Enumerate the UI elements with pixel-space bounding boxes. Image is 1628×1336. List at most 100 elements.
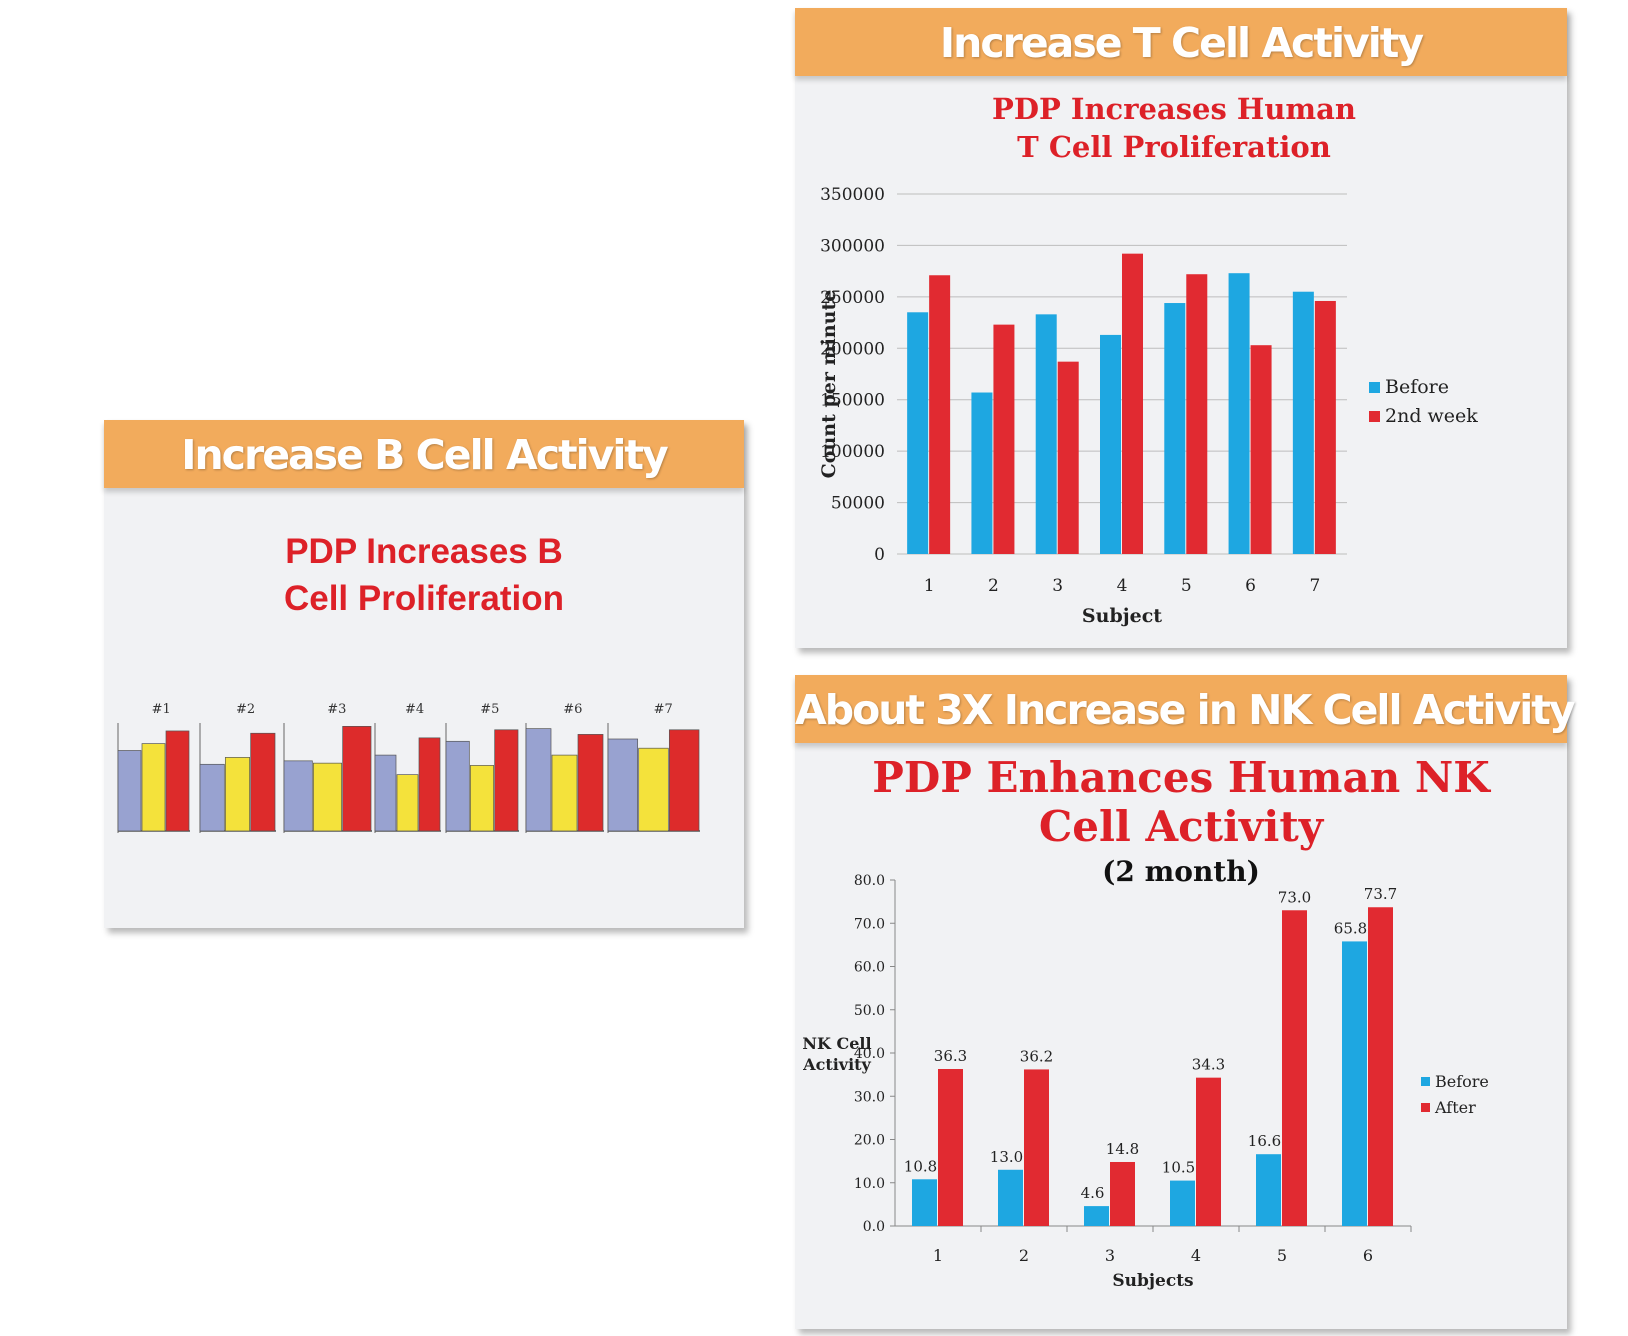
t-cell-y-tick-label: 0 <box>874 545 885 565</box>
nk-cell-data-label: 34.3 <box>1192 1056 1225 1074</box>
nk-cell-chart-title-line2: Cell Activity <box>1038 802 1324 851</box>
nk-cell-bar <box>1110 1161 1135 1226</box>
nk-cell-data-label: 10.5 <box>1162 1159 1195 1177</box>
b-cell-group-label: #1 <box>152 702 171 717</box>
nk-cell-bar <box>1368 907 1393 1226</box>
t-cell-bar <box>907 312 929 554</box>
nk-cell-y-tick-label: 60.0 <box>854 960 885 976</box>
nk-cell-x-tick-label: 2 <box>1019 1246 1029 1265</box>
t-cell-legend-label: 2nd week <box>1385 405 1478 427</box>
b-cell-bar <box>283 760 313 832</box>
nk-cell-bar <box>1084 1206 1109 1226</box>
t-cell-y-tick-label: 150000 <box>820 391 885 411</box>
b-cell-bar <box>445 740 470 832</box>
b-cell-group-label: #3 <box>327 702 346 717</box>
t-cell-bar <box>929 275 951 554</box>
nk-cell-bar <box>938 1069 963 1226</box>
nk-cell-data-label: 13.0 <box>990 1148 1023 1166</box>
nk-cell-legend-swatch <box>1421 1077 1430 1086</box>
nk-cell-bar <box>1342 941 1367 1226</box>
t-cell-y-tick-label: 200000 <box>820 339 885 359</box>
nk-cell-chart-subtitle: (2 month) <box>1102 855 1260 888</box>
nk-cell-x-axis-label: Subjects <box>1112 1271 1193 1291</box>
b-cell-bar <box>577 734 604 832</box>
b-cell-bar <box>141 743 166 832</box>
t-cell-x-tick-label: 1 <box>924 576 935 596</box>
nk-cell-x-tick-label: 5 <box>1277 1246 1287 1265</box>
t-cell-x-axis-label: Subject <box>1082 605 1162 627</box>
nk-cell-y-tick-label: 0.0 <box>863 1219 885 1235</box>
b-cell-group-label: #7 <box>654 702 673 717</box>
b-cell-bar <box>165 730 190 832</box>
b-cell-bar <box>374 754 397 832</box>
b-cell-group-label: #4 <box>405 702 424 717</box>
nk-cell-banner: About 3X Increase in NK Cell Activity <box>795 675 1576 743</box>
nk-cell-data-label: 73.0 <box>1278 888 1311 906</box>
b-cell-bar <box>607 738 639 832</box>
t-cell-chart-title-line1: PDP Increases Human <box>992 92 1356 126</box>
nk-cell-legend-label: Before <box>1435 1072 1489 1091</box>
b-cell-bar <box>224 757 251 832</box>
t-cell-bar <box>1164 303 1186 554</box>
nk-cell-chart-title-line1: PDP Enhances Human NK <box>872 753 1490 802</box>
nk-cell-bar <box>912 1179 937 1226</box>
nk-cell-y-tick-label: 80.0 <box>854 873 885 889</box>
b-cell-bar <box>551 754 578 832</box>
nk-cell-bar <box>998 1169 1023 1226</box>
t-cell-legend-swatch <box>1369 382 1380 393</box>
b-cell-bar <box>396 774 419 832</box>
b-cell-bar <box>668 729 700 832</box>
t-cell-panel: Increase T Cell Activity PDP Increases H… <box>795 8 1567 648</box>
b-cell-bar <box>638 747 669 832</box>
t-cell-banner: Increase T Cell Activity <box>795 8 1567 76</box>
b-cell-bar <box>250 732 276 832</box>
t-cell-bar <box>1292 291 1314 554</box>
t-cell-x-tick-label: 4 <box>1117 576 1128 596</box>
nk-cell-x-tick-label: 4 <box>1191 1246 1201 1265</box>
t-cell-bar <box>1035 314 1057 554</box>
nk-cell-data-label: 65.8 <box>1334 919 1367 937</box>
b-cell-bar <box>199 763 225 832</box>
t-cell-bar <box>1228 273 1250 554</box>
nk-cell-y-tick-label: 10.0 <box>854 1176 885 1192</box>
b-cell-bar <box>418 737 441 832</box>
t-cell-y-tick-label: 100000 <box>820 442 885 462</box>
nk-cell-y-tick-label: 40.0 <box>854 1046 885 1062</box>
t-cell-bar <box>993 324 1015 554</box>
t-cell-bar <box>1057 361 1079 554</box>
nk-cell-y-tick-label: 20.0 <box>854 1133 885 1149</box>
b-cell-group-label: #5 <box>480 702 499 717</box>
t-cell-x-tick-label: 7 <box>1309 576 1320 596</box>
nk-cell-bar <box>1196 1077 1221 1226</box>
nk-cell-y-tick-label: 70.0 <box>854 916 885 932</box>
t-cell-y-axis-label: Count per minute <box>818 290 840 479</box>
b-cell-bar <box>469 765 495 832</box>
nk-cell-data-label: 14.8 <box>1106 1140 1139 1158</box>
nk-cell-panel: About 3X Increase in NK Cell Activity PD… <box>795 675 1576 1329</box>
b-cell-panel: Increase B Cell Activity PDP Increases B… <box>104 420 744 928</box>
t-cell-y-tick-label: 350000 <box>820 185 885 205</box>
t-cell-chart-title-line2: T Cell Proliferation <box>1017 130 1331 164</box>
t-cell-y-tick-label: 50000 <box>831 494 885 514</box>
nk-cell-y-axis-label: NK Cell <box>802 1034 871 1053</box>
nk-cell-y-axis-label: Activity <box>802 1055 871 1074</box>
b-cell-chart: #1 #2 #3 #4 #5 #6 #7 <box>117 702 700 833</box>
nk-cell-x-tick-label: 6 <box>1363 1246 1373 1265</box>
t-cell-y-tick-label: 300000 <box>820 236 885 256</box>
nk-cell-y-tick-label: 50.0 <box>854 1003 885 1019</box>
b-cell-group-label: #2 <box>236 702 255 717</box>
t-cell-bar <box>1186 274 1208 554</box>
t-cell-bar <box>971 392 993 554</box>
b-cell-bar <box>117 750 142 832</box>
t-cell-x-tick-label: 2 <box>988 576 999 596</box>
nk-cell-y-tick-label: 30.0 <box>854 1089 885 1105</box>
t-cell-x-tick-label: 5 <box>1181 576 1192 596</box>
b-cell-bar <box>525 728 552 832</box>
b-cell-chart-title-line2: Cell Proliferation <box>283 579 565 618</box>
nk-cell-bar <box>1170 1180 1195 1226</box>
t-cell-y-tick-label: 250000 <box>820 288 885 308</box>
t-cell-bar <box>1250 345 1272 554</box>
nk-cell-bar <box>1024 1069 1049 1226</box>
b-cell-bar <box>312 762 343 832</box>
nk-cell-data-label: 10.8 <box>904 1157 937 1175</box>
